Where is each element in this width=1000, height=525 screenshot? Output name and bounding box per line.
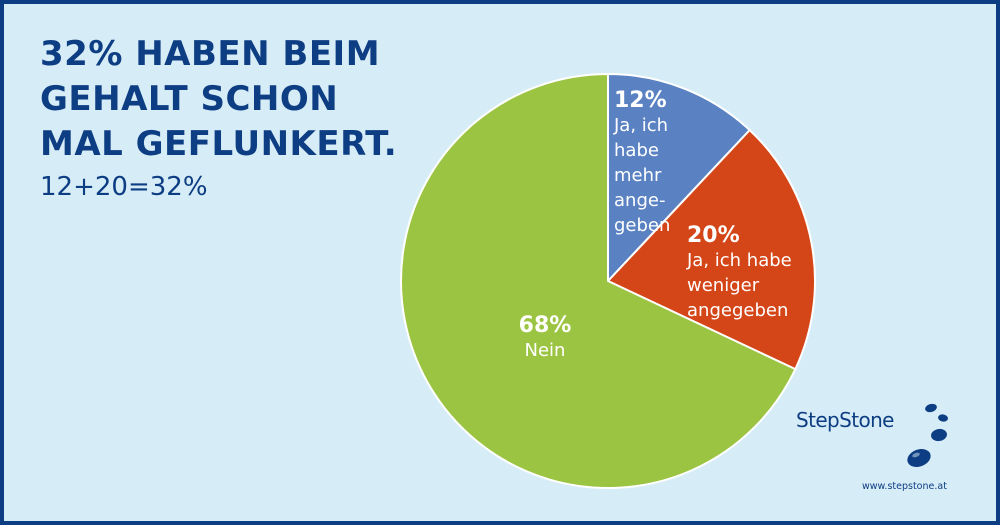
slice-category-label: Ja, ich — [613, 115, 668, 136]
slice-category-label: Nein — [525, 340, 566, 361]
slice-category-label: ange- — [614, 190, 665, 211]
slice-percent-label: 12% — [614, 88, 667, 113]
stepstone-logo-stones-icon — [907, 403, 948, 467]
slice-percent-label: 68% — [519, 313, 572, 338]
slice-category-label: mehr — [614, 165, 662, 186]
headline-line-2: GEHALT SCHON — [40, 79, 339, 119]
slice-category-label: habe — [614, 140, 659, 161]
slice-category-label: weniger — [687, 275, 760, 296]
sum-formula: 12+20=32% — [40, 172, 208, 202]
slice-category-label: geben — [614, 215, 670, 236]
pie-slice-20 — [607, 129, 816, 371]
slice-percent-label: 20% — [687, 223, 740, 248]
headline-line-1: 32% HABEN BEIM — [40, 34, 381, 74]
slice-category-label: Ja, ich habe — [686, 250, 792, 271]
pie-slice-68 — [400, 73, 797, 489]
stepstone-logo-text: StepStone — [796, 408, 895, 432]
headline-line-3: MAL GEFLUNKERT. — [40, 124, 398, 164]
headline: 32% HABEN BEIM GEHALT SCHON MAL GEFLUNKE… — [40, 32, 397, 167]
stepstone-url: www.stepstone.at — [862, 481, 947, 492]
slice-category-label: angegeben — [687, 300, 788, 321]
pie-slice-12 — [607, 73, 751, 282]
